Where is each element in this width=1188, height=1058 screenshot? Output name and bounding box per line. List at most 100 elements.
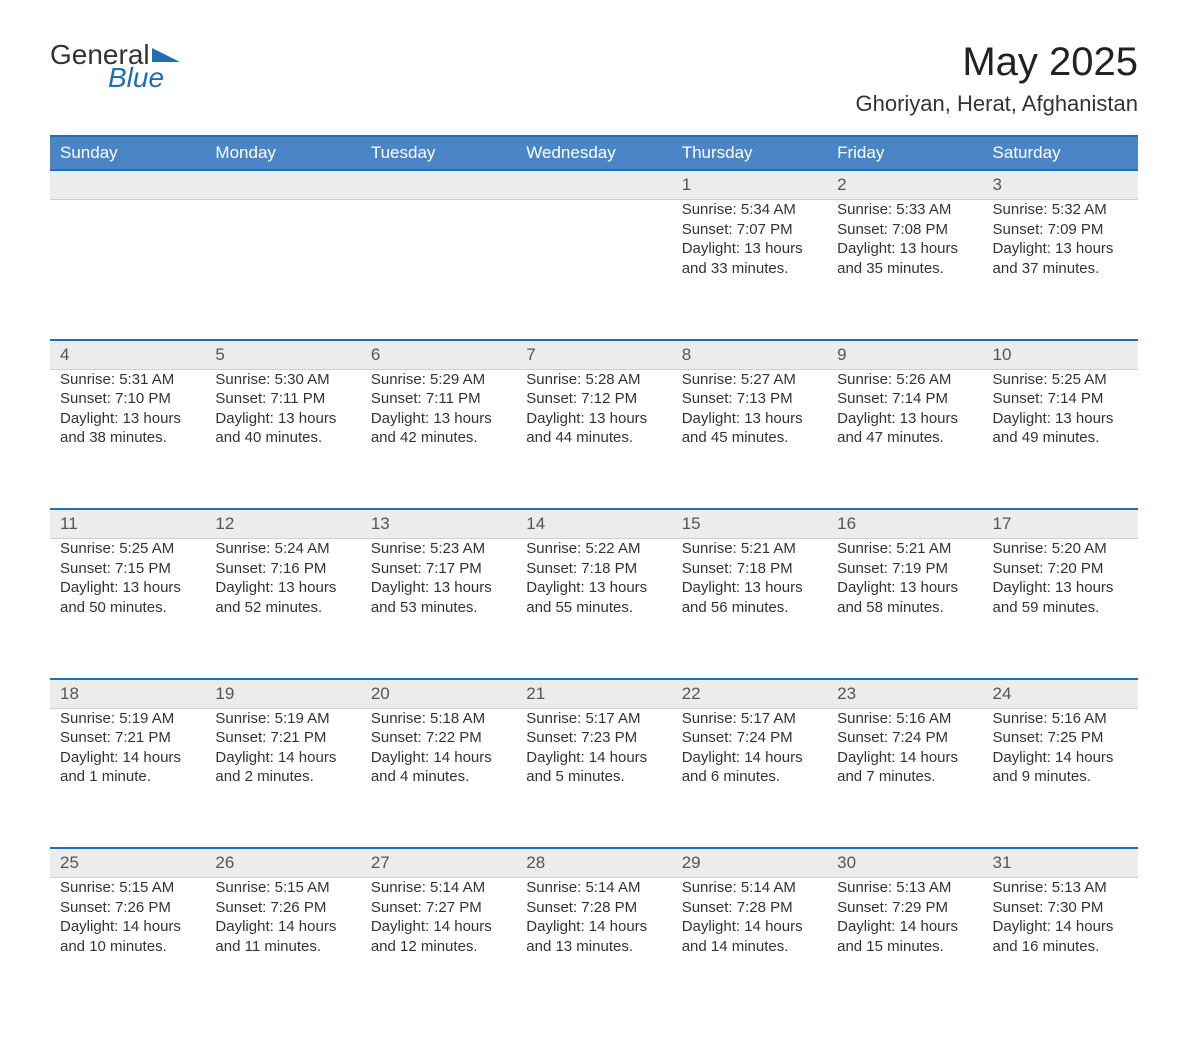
- daylight-text: Daylight: 14 hours and 1 minute.: [60, 748, 195, 787]
- day-number-cell: 14: [516, 509, 671, 539]
- sunrise-text: Sunrise: 5:30 AM: [215, 370, 350, 390]
- daynum-row: 45678910: [50, 340, 1138, 370]
- sunrise-text: Sunrise: 5:26 AM: [837, 370, 972, 390]
- day-cell: [50, 200, 205, 340]
- day-number-cell: 11: [50, 509, 205, 539]
- sunrise-text: Sunrise: 5:24 AM: [215, 539, 350, 559]
- daylight-text: Daylight: 14 hours and 7 minutes.: [837, 748, 972, 787]
- sunrise-text: Sunrise: 5:29 AM: [371, 370, 506, 390]
- day-cell: Sunrise: 5:23 AMSunset: 7:17 PMDaylight:…: [361, 539, 516, 679]
- daylight-text: Daylight: 13 hours and 40 minutes.: [215, 409, 350, 448]
- day-cell: Sunrise: 5:13 AMSunset: 7:29 PMDaylight:…: [827, 878, 982, 1018]
- week-row: Sunrise: 5:19 AMSunset: 7:21 PMDaylight:…: [50, 708, 1138, 848]
- weekday-header: Monday: [205, 136, 360, 170]
- sunset-text: Sunset: 7:10 PM: [60, 389, 195, 409]
- sunrise-text: Sunrise: 5:13 AM: [837, 878, 972, 898]
- day-cell: Sunrise: 5:15 AMSunset: 7:26 PMDaylight:…: [205, 878, 360, 1018]
- day-number-cell: 26: [205, 848, 360, 878]
- page-title: May 2025: [856, 40, 1139, 85]
- daylight-text: Daylight: 14 hours and 6 minutes.: [682, 748, 817, 787]
- sunrise-text: Sunrise: 5:16 AM: [837, 709, 972, 729]
- day-cell: Sunrise: 5:14 AMSunset: 7:28 PMDaylight:…: [516, 878, 671, 1018]
- day-number-cell: 18: [50, 679, 205, 709]
- sunrise-text: Sunrise: 5:14 AM: [682, 878, 817, 898]
- weekday-header: Wednesday: [516, 136, 671, 170]
- sunrise-text: Sunrise: 5:28 AM: [526, 370, 661, 390]
- daylight-text: Daylight: 13 hours and 33 minutes.: [682, 239, 817, 278]
- daylight-text: Daylight: 14 hours and 5 minutes.: [526, 748, 661, 787]
- daylight-text: Daylight: 13 hours and 53 minutes.: [371, 578, 506, 617]
- day-number-cell: 29: [672, 848, 827, 878]
- day-number-cell: 28: [516, 848, 671, 878]
- sunrise-text: Sunrise: 5:18 AM: [371, 709, 506, 729]
- sunset-text: Sunset: 7:28 PM: [526, 898, 661, 918]
- sunset-text: Sunset: 7:13 PM: [682, 389, 817, 409]
- sunrise-text: Sunrise: 5:21 AM: [837, 539, 972, 559]
- sunset-text: Sunset: 7:20 PM: [993, 559, 1128, 579]
- day-number-cell: 25: [50, 848, 205, 878]
- sunset-text: Sunset: 7:25 PM: [993, 728, 1128, 748]
- sunset-text: Sunset: 7:18 PM: [526, 559, 661, 579]
- sunset-text: Sunset: 7:11 PM: [215, 389, 350, 409]
- calendar-table: Sunday Monday Tuesday Wednesday Thursday…: [50, 135, 1138, 1018]
- brand-triangle-icon: [152, 48, 180, 62]
- day-cell: Sunrise: 5:16 AMSunset: 7:24 PMDaylight:…: [827, 708, 982, 848]
- day-cell: Sunrise: 5:26 AMSunset: 7:14 PMDaylight:…: [827, 369, 982, 509]
- week-row: Sunrise: 5:31 AMSunset: 7:10 PMDaylight:…: [50, 369, 1138, 509]
- day-cell: Sunrise: 5:20 AMSunset: 7:20 PMDaylight:…: [983, 539, 1138, 679]
- day-cell: Sunrise: 5:22 AMSunset: 7:18 PMDaylight:…: [516, 539, 671, 679]
- sunset-text: Sunset: 7:11 PM: [371, 389, 506, 409]
- day-number-cell: 8: [672, 340, 827, 370]
- week-row: Sunrise: 5:25 AMSunset: 7:15 PMDaylight:…: [50, 539, 1138, 679]
- day-number-cell: 9: [827, 340, 982, 370]
- day-number-cell: 6: [361, 340, 516, 370]
- daynum-row: 11121314151617: [50, 509, 1138, 539]
- sunset-text: Sunset: 7:15 PM: [60, 559, 195, 579]
- day-cell: Sunrise: 5:33 AMSunset: 7:08 PMDaylight:…: [827, 200, 982, 340]
- day-cell: Sunrise: 5:29 AMSunset: 7:11 PMDaylight:…: [361, 369, 516, 509]
- sunrise-text: Sunrise: 5:25 AM: [993, 370, 1128, 390]
- sunset-text: Sunset: 7:16 PM: [215, 559, 350, 579]
- sunset-text: Sunset: 7:18 PM: [682, 559, 817, 579]
- daylight-text: Daylight: 13 hours and 49 minutes.: [993, 409, 1128, 448]
- day-cell: Sunrise: 5:14 AMSunset: 7:27 PMDaylight:…: [361, 878, 516, 1018]
- sunset-text: Sunset: 7:30 PM: [993, 898, 1128, 918]
- daylight-text: Daylight: 13 hours and 42 minutes.: [371, 409, 506, 448]
- sunrise-text: Sunrise: 5:13 AM: [993, 878, 1128, 898]
- sunset-text: Sunset: 7:14 PM: [837, 389, 972, 409]
- day-cell: Sunrise: 5:32 AMSunset: 7:09 PMDaylight:…: [983, 200, 1138, 340]
- sunset-text: Sunset: 7:14 PM: [993, 389, 1128, 409]
- week-row: Sunrise: 5:34 AMSunset: 7:07 PMDaylight:…: [50, 200, 1138, 340]
- daylight-text: Daylight: 14 hours and 9 minutes.: [993, 748, 1128, 787]
- daylight-text: Daylight: 13 hours and 37 minutes.: [993, 239, 1128, 278]
- sunset-text: Sunset: 7:29 PM: [837, 898, 972, 918]
- day-cell: Sunrise: 5:16 AMSunset: 7:25 PMDaylight:…: [983, 708, 1138, 848]
- header: General Blue May 2025 Ghoriyan, Herat, A…: [50, 40, 1138, 117]
- day-number-cell: 7: [516, 340, 671, 370]
- day-cell: [361, 200, 516, 340]
- weekday-header: Sunday: [50, 136, 205, 170]
- sunrise-text: Sunrise: 5:22 AM: [526, 539, 661, 559]
- sunset-text: Sunset: 7:26 PM: [215, 898, 350, 918]
- day-cell: Sunrise: 5:28 AMSunset: 7:12 PMDaylight:…: [516, 369, 671, 509]
- day-cell: Sunrise: 5:15 AMSunset: 7:26 PMDaylight:…: [50, 878, 205, 1018]
- sunset-text: Sunset: 7:12 PM: [526, 389, 661, 409]
- daylight-text: Daylight: 14 hours and 13 minutes.: [526, 917, 661, 956]
- daylight-text: Daylight: 14 hours and 12 minutes.: [371, 917, 506, 956]
- day-number-cell: 19: [205, 679, 360, 709]
- sunset-text: Sunset: 7:19 PM: [837, 559, 972, 579]
- sunset-text: Sunset: 7:09 PM: [993, 220, 1128, 240]
- day-number-cell: 27: [361, 848, 516, 878]
- day-number-cell: 10: [983, 340, 1138, 370]
- daylight-text: Daylight: 13 hours and 47 minutes.: [837, 409, 972, 448]
- day-number-cell: [516, 170, 671, 200]
- sunset-text: Sunset: 7:21 PM: [60, 728, 195, 748]
- daylight-text: Daylight: 14 hours and 11 minutes.: [215, 917, 350, 956]
- day-cell: Sunrise: 5:25 AMSunset: 7:15 PMDaylight:…: [50, 539, 205, 679]
- sunrise-text: Sunrise: 5:20 AM: [993, 539, 1128, 559]
- day-cell: Sunrise: 5:18 AMSunset: 7:22 PMDaylight:…: [361, 708, 516, 848]
- daylight-text: Daylight: 13 hours and 56 minutes.: [682, 578, 817, 617]
- day-number-cell: [50, 170, 205, 200]
- sunset-text: Sunset: 7:22 PM: [371, 728, 506, 748]
- day-number-cell: 24: [983, 679, 1138, 709]
